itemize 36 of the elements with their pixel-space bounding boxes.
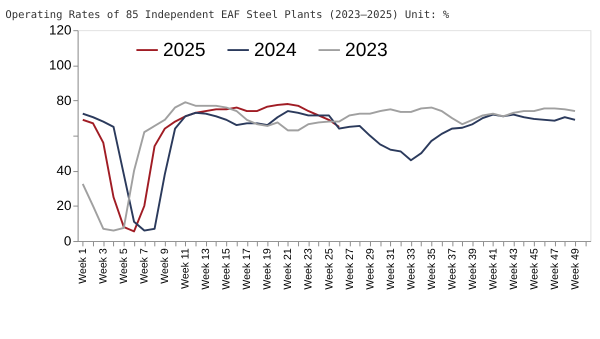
x-tick-label: Week 41 <box>487 248 500 290</box>
x-tick-label: Week 37 <box>446 248 458 290</box>
legend-label: 2023 <box>345 40 388 61</box>
y-tick-label: 80 <box>56 92 72 108</box>
x-tick-label: Week 39 <box>466 248 479 290</box>
x-tick-label: Week 13 <box>200 248 212 290</box>
x-tick-label: Week 17 <box>241 248 254 290</box>
y-tick-label: 20 <box>56 198 72 214</box>
x-tick-label: Week 31 <box>384 248 397 290</box>
x-tick-label: Week 9 <box>159 248 172 284</box>
x-tick-label: Week 1 <box>77 248 90 284</box>
x-tick-label: Week 43 <box>508 248 520 290</box>
x-tick-label: Week 15 <box>220 248 233 290</box>
x-tick-label: Week 3 <box>98 248 110 284</box>
x-tick-label: Week 27 <box>344 248 356 290</box>
x-tick-label: Week 21 <box>282 248 294 290</box>
y-tick-label: 100 <box>49 58 72 73</box>
x-tick-label: Week 7 <box>138 248 151 284</box>
x-tick-label: Week 49 <box>569 248 582 290</box>
chart-title: Operating Rates of 85 Independent EAF Steel Plants (2023–2025) Unit: % <box>5 8 450 21</box>
x-tick-label: Week 47 <box>548 248 561 290</box>
x-tick-label: Week 29 <box>364 248 376 290</box>
x-tick-label: Week 23 <box>302 248 315 290</box>
x-tick-label: Week 33 <box>405 248 418 290</box>
x-tick-label: Week 45 <box>528 248 540 290</box>
legend-label: 2024 <box>254 40 297 61</box>
x-tick-label: Week 5 <box>118 248 130 284</box>
line-series <box>82 103 340 232</box>
y-tick-label: 40 <box>56 163 72 178</box>
x-tick-label: Week 25 <box>323 248 336 290</box>
x-tick-label: Week 11 <box>180 248 192 289</box>
y-tick-label: 0 <box>64 233 72 248</box>
y-tick-label: 120 <box>49 22 72 38</box>
legend-label: 2025 <box>162 40 206 61</box>
x-tick-label: Week 35 <box>426 248 438 290</box>
x-tick-label: Week 19 <box>262 248 274 290</box>
